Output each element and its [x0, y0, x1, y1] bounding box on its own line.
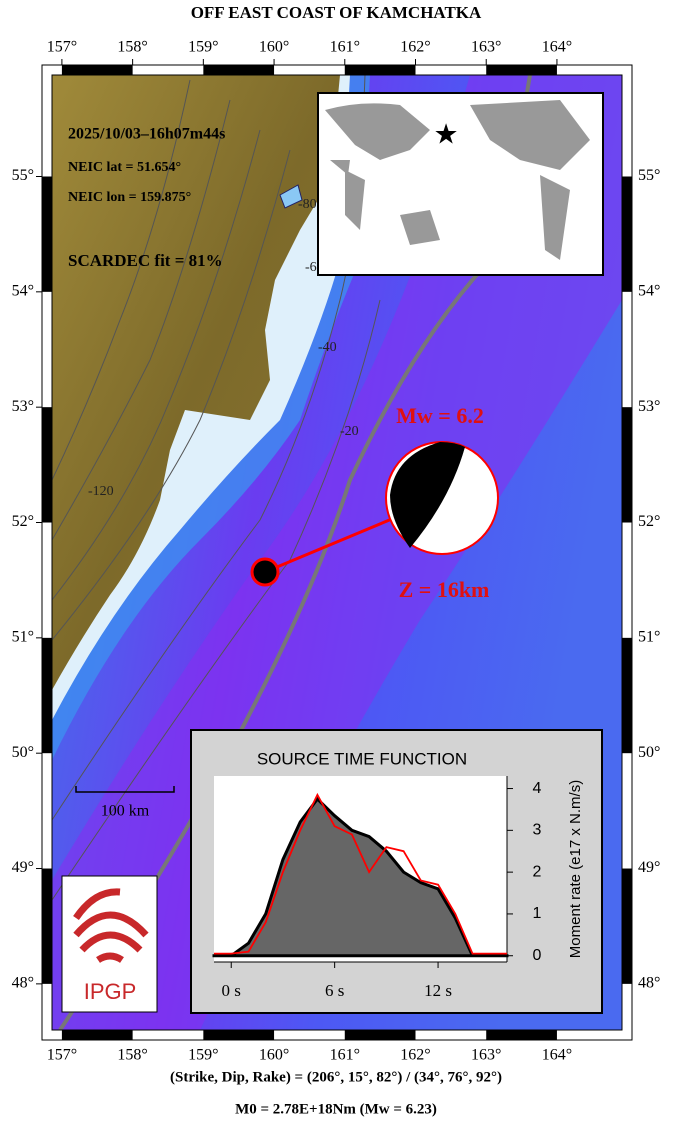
lon-tick-label: 160° [259, 39, 289, 56]
lat-tick-label: 50° [12, 744, 34, 761]
lon-tick-label: 163° [471, 1047, 501, 1064]
frame-segment [42, 868, 52, 984]
lon-tick-label: 162° [400, 39, 430, 56]
frame-segment [344, 65, 416, 75]
epicenter [250, 557, 280, 587]
mw-label: Mw = 6.2 [396, 403, 484, 428]
scale-label: 100 km [101, 803, 150, 820]
beachball [385, 441, 499, 555]
y-axis-label: Moment rate (e17 x N.m/s) [567, 780, 584, 958]
map-frame: 157° 157° 158° 158° 159° 159° 160° 160° 161° 161°… [12, 39, 661, 1064]
contour-label: -80 [298, 197, 317, 212]
frame-segment [42, 407, 52, 523]
scale-bar: 100 km [75, 786, 175, 820]
depth-contours [52, 75, 381, 901]
frame-segment [622, 407, 632, 523]
stf-panel: SOURCE TIME FUNCTION Moment rate (e17 x … [190, 729, 603, 1014]
lon-tick-label: 161° [330, 1047, 360, 1064]
frame-segment [203, 65, 275, 75]
frame-segment [42, 176, 52, 292]
lat-tick-label: 55° [12, 167, 34, 184]
frame-segment [622, 868, 632, 984]
frame-border [51, 74, 623, 1031]
stf-line [214, 792, 507, 955]
lat-tick-label: 52° [12, 513, 34, 530]
mechanism: (Strike, Dip, Rake) = (206°, 15°, 82°) /… [170, 1069, 502, 1085]
lon-tick-label: 157° [47, 39, 77, 56]
lon-tick-label: 160° [259, 1047, 289, 1064]
lat-tick-label: 49° [638, 859, 660, 876]
frame-segment [486, 1030, 557, 1040]
lat-tick-label: 51° [638, 629, 660, 646]
frame-segment [486, 65, 557, 75]
frame-segment [622, 637, 632, 754]
lon-tick-label: 161° [330, 39, 360, 56]
y-tick-label: 4 [533, 780, 542, 797]
x-tick-label: 12 s [424, 981, 452, 1000]
logo: IPGP [61, 875, 158, 1013]
lat-tick-label: 53° [12, 398, 34, 415]
lat-tick-label: 51° [12, 629, 34, 646]
logo-text: IPGP [84, 979, 137, 1004]
y-tick-label: 1 [533, 905, 542, 922]
y-tick-label: 0 [533, 947, 542, 964]
contour-label: -120 [88, 484, 114, 499]
lat-tick-label: 55° [638, 167, 660, 184]
lon-tick-label: 158° [117, 1047, 147, 1064]
neic-lat: NEIC lat = 51.654° [68, 160, 181, 175]
scardec-fit: SCARDEC fit = 81% [68, 251, 223, 270]
lat-tick-label: 52° [638, 513, 660, 530]
svg-text:★: ★ [433, 119, 458, 150]
plate-boundary [58, 75, 532, 1030]
frame-segment [61, 65, 133, 75]
lon-tick-label: 159° [188, 39, 218, 56]
frame-border [41, 64, 633, 1041]
contour-label: -20 [340, 424, 359, 439]
frame-segment [622, 176, 632, 292]
lon-tick-label: 157° [47, 1047, 77, 1064]
inset-map: ★ [317, 92, 604, 276]
frame-segment [42, 637, 52, 754]
lon-tick-label: 159° [188, 1047, 218, 1064]
lat-tick-label: 54° [638, 283, 660, 300]
frame-segment [203, 1030, 275, 1040]
lat-tick-label: 48° [12, 975, 34, 992]
neic-lon: NEIC lon = 159.875° [68, 190, 191, 205]
y-tick-label: 2 [533, 863, 542, 880]
lon-tick-label: 163° [471, 39, 501, 56]
lat-tick-label: 54° [12, 283, 34, 300]
y-tick-label: 3 [533, 822, 542, 839]
lon-tick-label: 164° [542, 1047, 572, 1064]
x-tick-label: 0 s [222, 981, 241, 1000]
lon-tick-label: 158° [117, 39, 147, 56]
x-tick-label: 6 s [325, 981, 344, 1000]
lat-tick-label: 53° [638, 398, 660, 415]
frame-segment [344, 1030, 416, 1040]
stf-title: SOURCE TIME FUNCTION [257, 749, 467, 768]
lat-tick-label: 48° [638, 975, 660, 992]
stf-area [212, 796, 509, 958]
contour-label: -40 [318, 340, 337, 355]
lon-tick-label: 162° [400, 1047, 430, 1064]
depth-label: Z = 16km [399, 577, 490, 602]
lat-tick-label: 49° [12, 859, 34, 876]
frame-segment [61, 1030, 133, 1040]
title: OFF EAST COAST OF KAMCHATKA [191, 3, 482, 22]
moment: M0 = 2.78E+18Nm (Mw = 6.23) [235, 1101, 437, 1117]
lon-tick-label: 164° [542, 39, 572, 56]
lake [279, 184, 303, 209]
event-date: 2025/10/03–16h07m44s [68, 126, 225, 143]
lat-tick-label: 50° [638, 744, 660, 761]
